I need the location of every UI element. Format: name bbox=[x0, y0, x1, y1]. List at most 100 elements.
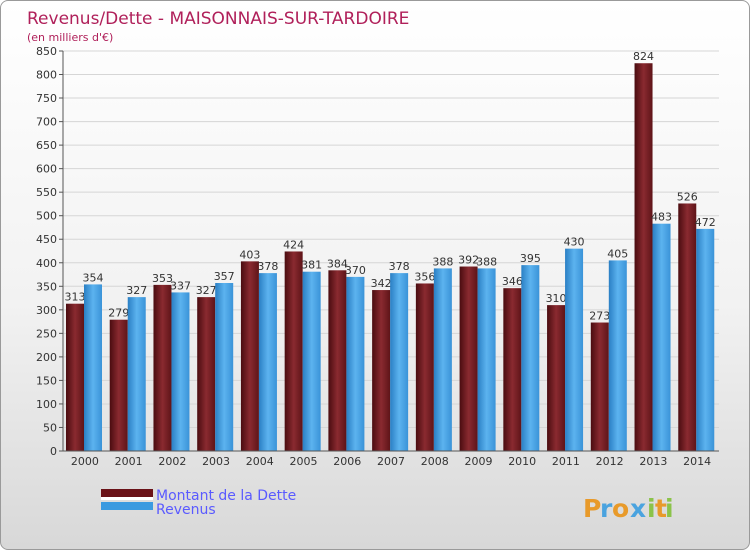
data-label-revenue-2002: 337 bbox=[170, 279, 191, 292]
proxiti-logo: Pr o x i ti bbox=[583, 494, 674, 523]
bar-debt-2004 bbox=[240, 261, 259, 451]
x-tick-label: 2003 bbox=[202, 455, 230, 468]
y-tick-label: 50 bbox=[43, 421, 57, 434]
y-tick-label: 600 bbox=[36, 163, 57, 176]
x-tick-label: 2002 bbox=[158, 455, 186, 468]
data-label-debt-2008: 356 bbox=[414, 270, 435, 283]
y-tick-label: 200 bbox=[36, 351, 57, 364]
bar-debt-2001 bbox=[109, 319, 128, 451]
logo-letter: x bbox=[630, 494, 646, 523]
data-label-debt-2013: 824 bbox=[633, 50, 654, 63]
y-tick-label: 850 bbox=[36, 45, 57, 58]
data-label-revenue-2009: 388 bbox=[476, 255, 497, 268]
data-label-revenue-2003: 357 bbox=[214, 270, 235, 283]
y-tick-label: 750 bbox=[36, 92, 57, 105]
y-tick-label: 700 bbox=[36, 116, 57, 129]
y-tick-label: 0 bbox=[50, 445, 57, 458]
data-label-revenue-2013: 483 bbox=[651, 211, 672, 224]
y-tick-label: 350 bbox=[36, 280, 57, 293]
data-label-revenue-2008: 388 bbox=[432, 255, 453, 268]
bar-debt-2010 bbox=[503, 288, 522, 451]
chart-title: Revenus/Dette - MAISONNAIS-SUR-TARDOIRE bbox=[27, 9, 409, 29]
data-label-revenue-2007: 378 bbox=[389, 260, 410, 273]
x-tick-label: 2008 bbox=[421, 455, 449, 468]
logo-letter: t bbox=[655, 494, 667, 523]
x-tick-label: 2005 bbox=[290, 455, 318, 468]
x-tick-label: 2012 bbox=[596, 455, 624, 468]
x-tick-label: 2009 bbox=[464, 455, 492, 468]
bar-debt-2014 bbox=[678, 203, 697, 451]
data-label-debt-2014: 526 bbox=[677, 190, 698, 203]
data-label-debt-2005: 424 bbox=[283, 238, 304, 251]
bar-debt-2000 bbox=[66, 303, 84, 451]
x-tick-label: 2006 bbox=[333, 455, 361, 468]
legend-label-revenue: Revenus bbox=[156, 502, 216, 518]
data-label-revenue-2010: 395 bbox=[520, 252, 541, 265]
bar-revenue-2005 bbox=[302, 271, 321, 451]
data-label-revenue-2004: 378 bbox=[257, 260, 278, 273]
x-axis: 2000 2001 2002 2003 2004 2005 2006 2007 2008 2009… bbox=[63, 450, 719, 468]
data-label-debt-2012: 273 bbox=[589, 310, 610, 323]
data-label-revenue-2014: 472 bbox=[695, 216, 716, 229]
y-axis: 0 50 100 150 200 250 300 350 400 450 500 550 600 650 7… bbox=[36, 45, 64, 458]
bar-revenue-2006 bbox=[346, 276, 365, 451]
bar-revenue-2010 bbox=[521, 265, 540, 451]
y-tick-label: 150 bbox=[36, 374, 57, 387]
bar-debt-2012 bbox=[590, 322, 609, 451]
bar-revenue-2002 bbox=[171, 292, 190, 451]
bar-debt-2013 bbox=[634, 63, 653, 452]
logo-letter: P bbox=[583, 494, 601, 523]
data-label-revenue-2012: 405 bbox=[607, 247, 628, 260]
y-tick-label: 450 bbox=[36, 233, 57, 246]
x-tick-label: 2013 bbox=[639, 455, 667, 468]
data-label-revenue-2005: 381 bbox=[301, 259, 322, 272]
x-tick-label: 2014 bbox=[683, 455, 711, 468]
logo-letter: i bbox=[647, 494, 656, 523]
bar-revenue-2007 bbox=[390, 273, 409, 451]
data-label-debt-2004: 403 bbox=[239, 248, 260, 261]
y-tick-label: 550 bbox=[36, 186, 57, 199]
x-tick-label: 2010 bbox=[508, 455, 536, 468]
legend-label-debt: Montant de la Dette bbox=[156, 488, 296, 504]
data-label-debt-2001: 279 bbox=[108, 307, 129, 320]
data-label-debt-2009: 392 bbox=[458, 254, 479, 267]
data-label-revenue-2011: 430 bbox=[564, 236, 585, 249]
legend: Montant de la Dette Revenus bbox=[101, 488, 296, 518]
bar-revenue-2003 bbox=[215, 283, 234, 451]
x-tick-label: 2001 bbox=[115, 455, 143, 468]
x-tick-label: 2004 bbox=[246, 455, 274, 468]
data-label-revenue-2006: 370 bbox=[345, 264, 366, 277]
bar-debt-2006 bbox=[328, 270, 347, 451]
data-label-debt-2010: 346 bbox=[502, 275, 523, 288]
data-label-debt-2011: 310 bbox=[546, 292, 567, 305]
y-tick-label: 100 bbox=[36, 398, 57, 411]
bar-debt-2005 bbox=[284, 251, 303, 451]
x-tick-label: 2007 bbox=[377, 455, 405, 468]
logo-letter: o bbox=[612, 494, 629, 523]
x-tick-label: 2011 bbox=[552, 455, 580, 468]
bar-revenue-2009 bbox=[477, 268, 496, 451]
bar-revenue-2012 bbox=[608, 260, 627, 451]
data-label-debt-2000: 313 bbox=[65, 291, 86, 304]
legend-swatch-debt bbox=[101, 489, 153, 497]
y-tick-label: 500 bbox=[36, 210, 57, 223]
bar-debt-2008 bbox=[415, 283, 434, 451]
y-tick-label: 650 bbox=[36, 139, 57, 152]
bar-revenue-2013 bbox=[652, 223, 671, 451]
data-label-debt-2002: 353 bbox=[152, 272, 173, 285]
x-tick-label: 2000 bbox=[71, 455, 99, 468]
bar-revenue-2008 bbox=[433, 268, 452, 451]
data-label-debt-2007: 342 bbox=[371, 277, 392, 290]
data-label-debt-2006: 384 bbox=[327, 257, 348, 270]
bar-revenue-2014 bbox=[696, 228, 715, 451]
logo-letter: r bbox=[600, 494, 613, 523]
bar-debt-2002 bbox=[153, 284, 172, 451]
bar-debt-2009 bbox=[459, 266, 478, 451]
logo-letter: i bbox=[665, 494, 674, 523]
y-tick-label: 300 bbox=[36, 304, 57, 317]
y-tick-label: 800 bbox=[36, 69, 57, 82]
data-label-revenue-2000: 354 bbox=[83, 271, 104, 284]
